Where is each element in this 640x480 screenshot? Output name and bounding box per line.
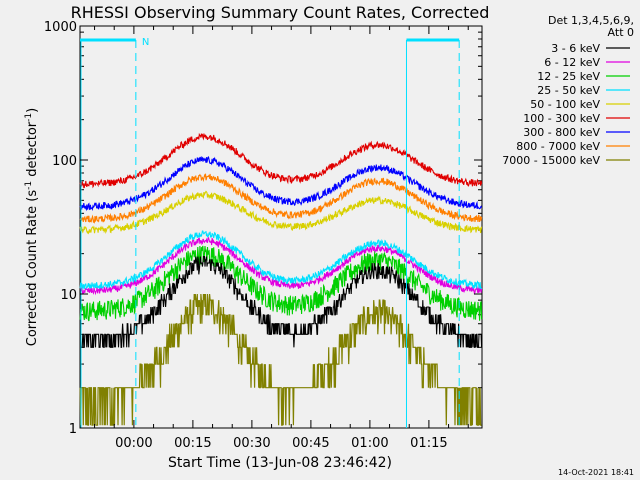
series-line-12-25-kev	[79, 245, 483, 322]
legend-label: 3 - 6 keV	[551, 42, 600, 55]
series-line-50-100-kev	[79, 190, 483, 235]
x-tick-label: 00:15	[174, 436, 211, 451]
x-tick-label: 01:15	[410, 436, 447, 451]
legend-label: 25 - 50 keV	[537, 84, 600, 97]
legend-label: 7000 - 15000 keV	[502, 154, 600, 167]
x-tick-label: 01:00	[351, 436, 388, 451]
y-tick-label: 10	[60, 288, 77, 303]
y-tick-label: 100	[52, 154, 77, 169]
legend-label: 300 - 800 keV	[523, 126, 600, 139]
timestamp: 14-Oct-2021 18:41	[558, 468, 634, 477]
y-axis-label: Corrected Count Rate (s-1 detector-1)	[24, 108, 40, 346]
series-line-6-12-kev	[79, 236, 483, 296]
legend-label: 800 - 7000 keV	[516, 140, 600, 153]
y-tick-label: 1000	[44, 20, 77, 35]
x-tick-label: 00:00	[115, 436, 152, 451]
series-line-3-6-kev	[80, 256, 483, 348]
legend-label: 6 - 12 keV	[544, 56, 600, 69]
series-layer	[79, 132, 483, 426]
series-line-7000-15000-kev	[79, 293, 482, 426]
y-tick-label: 1	[69, 422, 77, 437]
series-line-300-800-kev	[79, 156, 483, 212]
annotation-layer: N	[80, 37, 460, 428]
axis-layer: 1 10 100 1000 00:00 00:15 00:30 00:45 01:00 01:15	[44, 20, 482, 451]
x-axis-label: Start Time (13-Jun-08 23:46:42)	[168, 455, 392, 471]
legend-label: 12 - 25 keV	[537, 70, 600, 83]
night-flag-label: N	[142, 37, 149, 48]
legend-header: Att 0	[608, 26, 634, 39]
series-line-800-7000-kev	[79, 173, 483, 225]
chart-title: RHESSI Observing Summary Count Rates, Co…	[71, 3, 490, 22]
legend-label: 50 - 100 keV	[530, 98, 600, 111]
series-line-25-50-kev	[79, 230, 483, 291]
x-tick-label: 00:45	[292, 436, 329, 451]
x-tick-label: 00:30	[233, 436, 270, 451]
legend-label: 100 - 300 keV	[523, 112, 600, 125]
legend-header: Det 1,3,4,5,6,9,	[548, 14, 634, 27]
series-line-100-300-kev	[79, 132, 483, 189]
